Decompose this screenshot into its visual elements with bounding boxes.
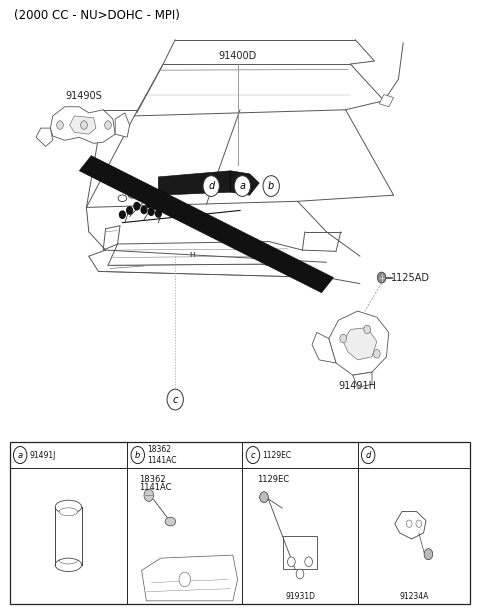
Circle shape xyxy=(120,211,125,218)
Circle shape xyxy=(165,205,171,212)
Polygon shape xyxy=(115,113,130,137)
Polygon shape xyxy=(395,511,426,539)
Ellipse shape xyxy=(55,500,82,514)
Polygon shape xyxy=(50,107,115,143)
Ellipse shape xyxy=(55,558,82,572)
Ellipse shape xyxy=(165,517,176,526)
Text: 91490S: 91490S xyxy=(66,91,102,101)
Circle shape xyxy=(361,447,375,464)
Circle shape xyxy=(305,557,312,567)
Text: 91491H: 91491H xyxy=(338,381,377,391)
Circle shape xyxy=(179,572,191,587)
Text: 91234A: 91234A xyxy=(399,592,429,601)
Circle shape xyxy=(105,121,111,129)
Circle shape xyxy=(416,520,422,527)
Circle shape xyxy=(296,569,304,579)
Text: b: b xyxy=(135,451,141,459)
Circle shape xyxy=(288,557,295,567)
Text: a: a xyxy=(18,451,23,459)
Polygon shape xyxy=(158,171,240,195)
Circle shape xyxy=(167,389,183,410)
Circle shape xyxy=(57,121,63,129)
Polygon shape xyxy=(230,171,259,195)
Circle shape xyxy=(180,208,185,215)
Circle shape xyxy=(263,176,279,196)
Circle shape xyxy=(172,207,178,214)
Circle shape xyxy=(148,208,154,215)
Circle shape xyxy=(407,520,412,527)
Text: b: b xyxy=(268,181,275,191)
Bar xyxy=(55,507,82,565)
Text: 1141AC: 1141AC xyxy=(139,483,172,492)
Bar xyxy=(283,536,317,570)
Text: 1129EC: 1129EC xyxy=(257,475,289,484)
Text: a: a xyxy=(240,181,245,191)
Polygon shape xyxy=(343,328,377,360)
Circle shape xyxy=(203,176,219,196)
Polygon shape xyxy=(329,311,389,375)
Polygon shape xyxy=(353,372,372,387)
Circle shape xyxy=(340,334,347,343)
Circle shape xyxy=(131,447,144,464)
Text: 91491J: 91491J xyxy=(30,451,56,459)
Polygon shape xyxy=(79,156,334,293)
Circle shape xyxy=(141,206,147,213)
Circle shape xyxy=(246,447,260,464)
Text: (2000 CC - NU>DOHC - MPI): (2000 CC - NU>DOHC - MPI) xyxy=(14,9,180,22)
Polygon shape xyxy=(379,95,394,107)
Circle shape xyxy=(424,549,433,560)
Text: d: d xyxy=(365,451,371,459)
Polygon shape xyxy=(312,332,336,363)
Circle shape xyxy=(81,121,87,129)
Text: c: c xyxy=(172,395,178,404)
Polygon shape xyxy=(142,555,238,601)
Text: 18362
1141AC: 18362 1141AC xyxy=(147,445,177,465)
Text: 18362: 18362 xyxy=(139,475,166,484)
Text: 1129EC: 1129EC xyxy=(263,451,292,459)
Text: H: H xyxy=(189,252,195,258)
Circle shape xyxy=(364,325,371,334)
Circle shape xyxy=(144,489,154,501)
Circle shape xyxy=(153,202,159,209)
Circle shape xyxy=(134,203,140,210)
Text: c: c xyxy=(251,451,255,459)
Circle shape xyxy=(377,272,386,283)
Circle shape xyxy=(146,200,152,207)
Circle shape xyxy=(127,207,132,214)
Text: d: d xyxy=(208,181,215,191)
Circle shape xyxy=(160,203,166,210)
Circle shape xyxy=(260,492,268,503)
Polygon shape xyxy=(70,116,96,134)
Circle shape xyxy=(13,447,27,464)
Circle shape xyxy=(156,210,161,217)
Text: 1125AD: 1125AD xyxy=(391,273,430,282)
Ellipse shape xyxy=(59,508,78,516)
Circle shape xyxy=(234,176,251,196)
Text: 91931D: 91931D xyxy=(285,592,315,601)
Bar xyxy=(10,442,470,604)
Polygon shape xyxy=(36,128,53,146)
Circle shape xyxy=(373,350,380,358)
Text: 91400D: 91400D xyxy=(218,51,257,61)
